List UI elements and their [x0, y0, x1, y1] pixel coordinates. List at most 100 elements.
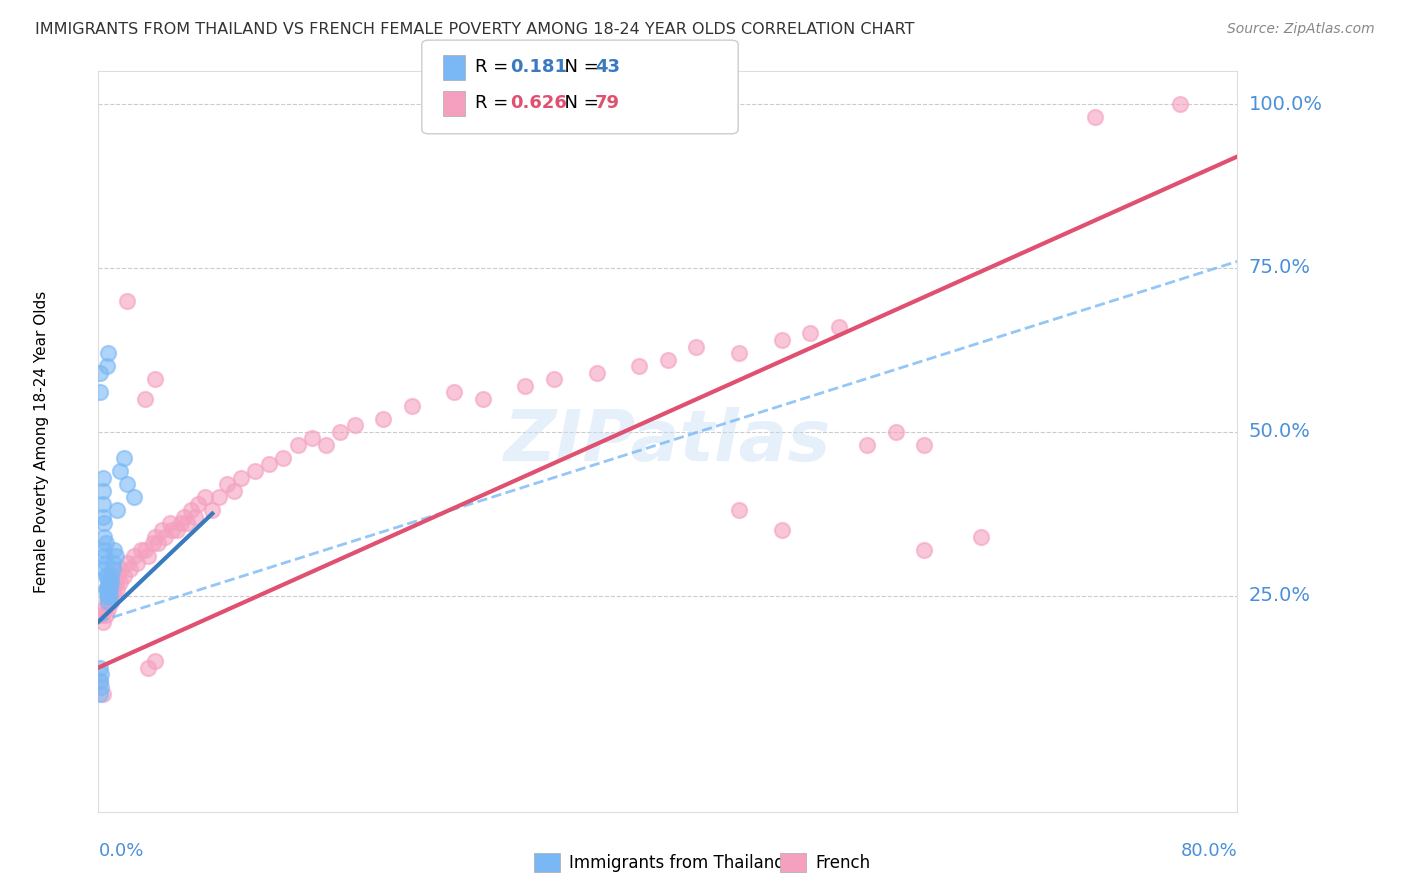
- Point: [94, 569, 117, 583]
- Point: [728, 346, 751, 360]
- Point: [89, 673, 111, 688]
- Text: 0.626: 0.626: [510, 94, 567, 112]
- Point: [93, 549, 115, 564]
- Text: R =: R =: [475, 94, 515, 112]
- Point: [93, 542, 115, 557]
- Point: [145, 530, 167, 544]
- Point: [273, 450, 295, 465]
- Point: [97, 582, 120, 596]
- Point: [96, 569, 118, 583]
- Point: [173, 509, 195, 524]
- Point: [104, 549, 127, 564]
- Point: [208, 490, 231, 504]
- Text: R =: R =: [475, 58, 515, 76]
- Point: [315, 438, 337, 452]
- Point: [301, 431, 323, 445]
- Point: [89, 673, 111, 688]
- Point: [98, 575, 121, 590]
- Point: [970, 530, 993, 544]
- Point: [145, 372, 167, 386]
- Point: [287, 438, 309, 452]
- Point: [93, 601, 115, 615]
- Point: [856, 438, 879, 452]
- Point: [91, 615, 114, 629]
- Point: [122, 490, 145, 504]
- Point: [101, 562, 124, 576]
- Point: [170, 516, 193, 531]
- Point: [91, 509, 114, 524]
- Point: [343, 418, 366, 433]
- Point: [585, 366, 607, 380]
- Point: [122, 549, 145, 564]
- Point: [152, 523, 174, 537]
- Point: [176, 516, 198, 531]
- Point: [685, 339, 707, 353]
- Point: [799, 326, 821, 341]
- Point: [98, 582, 121, 596]
- Point: [105, 503, 128, 517]
- Point: [89, 385, 111, 400]
- Text: 80.0%: 80.0%: [1181, 842, 1237, 860]
- Point: [97, 346, 120, 360]
- Point: [97, 575, 120, 590]
- Point: [94, 536, 117, 550]
- Point: [112, 569, 135, 583]
- Text: 75.0%: 75.0%: [1249, 259, 1310, 277]
- Point: [89, 687, 111, 701]
- Point: [443, 385, 465, 400]
- Text: French: French: [815, 854, 870, 871]
- Point: [89, 660, 111, 674]
- Point: [97, 589, 120, 603]
- Point: [134, 542, 156, 557]
- Point: [129, 542, 152, 557]
- Point: [222, 483, 245, 498]
- Point: [515, 379, 537, 393]
- Point: [329, 425, 352, 439]
- Point: [90, 667, 112, 681]
- Point: [141, 536, 163, 550]
- Point: [770, 523, 793, 537]
- Point: [91, 470, 114, 484]
- Point: [166, 523, 188, 537]
- Point: [96, 595, 118, 609]
- Text: 100.0%: 100.0%: [1249, 95, 1323, 113]
- Point: [828, 319, 851, 334]
- Point: [187, 497, 209, 511]
- Point: [115, 293, 138, 308]
- Point: [101, 582, 124, 596]
- Point: [96, 582, 118, 596]
- Point: [100, 595, 122, 609]
- Text: 50.0%: 50.0%: [1249, 422, 1310, 442]
- Point: [884, 425, 907, 439]
- Point: [162, 523, 184, 537]
- Point: [94, 582, 117, 596]
- Point: [91, 687, 114, 701]
- Text: ZIPatlas: ZIPatlas: [505, 407, 831, 476]
- Text: N =: N =: [553, 94, 605, 112]
- Point: [912, 438, 935, 452]
- Point: [115, 556, 138, 570]
- Point: [108, 464, 131, 478]
- Point: [184, 509, 207, 524]
- Point: [93, 516, 115, 531]
- Point: [159, 516, 181, 531]
- Point: [471, 392, 494, 406]
- Point: [728, 503, 751, 517]
- Point: [136, 549, 159, 564]
- Point: [1170, 97, 1192, 112]
- Point: [401, 399, 423, 413]
- Point: [98, 589, 121, 603]
- Point: [100, 575, 122, 590]
- Point: [194, 490, 217, 504]
- Point: [89, 366, 111, 380]
- Point: [112, 450, 135, 465]
- Point: [912, 542, 935, 557]
- Text: IMMIGRANTS FROM THAILAND VS FRENCH FEMALE POVERTY AMONG 18-24 YEAR OLDS CORRELAT: IMMIGRANTS FROM THAILAND VS FRENCH FEMAL…: [35, 22, 915, 37]
- Point: [90, 608, 112, 623]
- Point: [201, 503, 224, 517]
- Text: N =: N =: [553, 58, 605, 76]
- Point: [136, 660, 159, 674]
- Point: [96, 589, 118, 603]
- Point: [145, 654, 167, 668]
- Point: [770, 333, 793, 347]
